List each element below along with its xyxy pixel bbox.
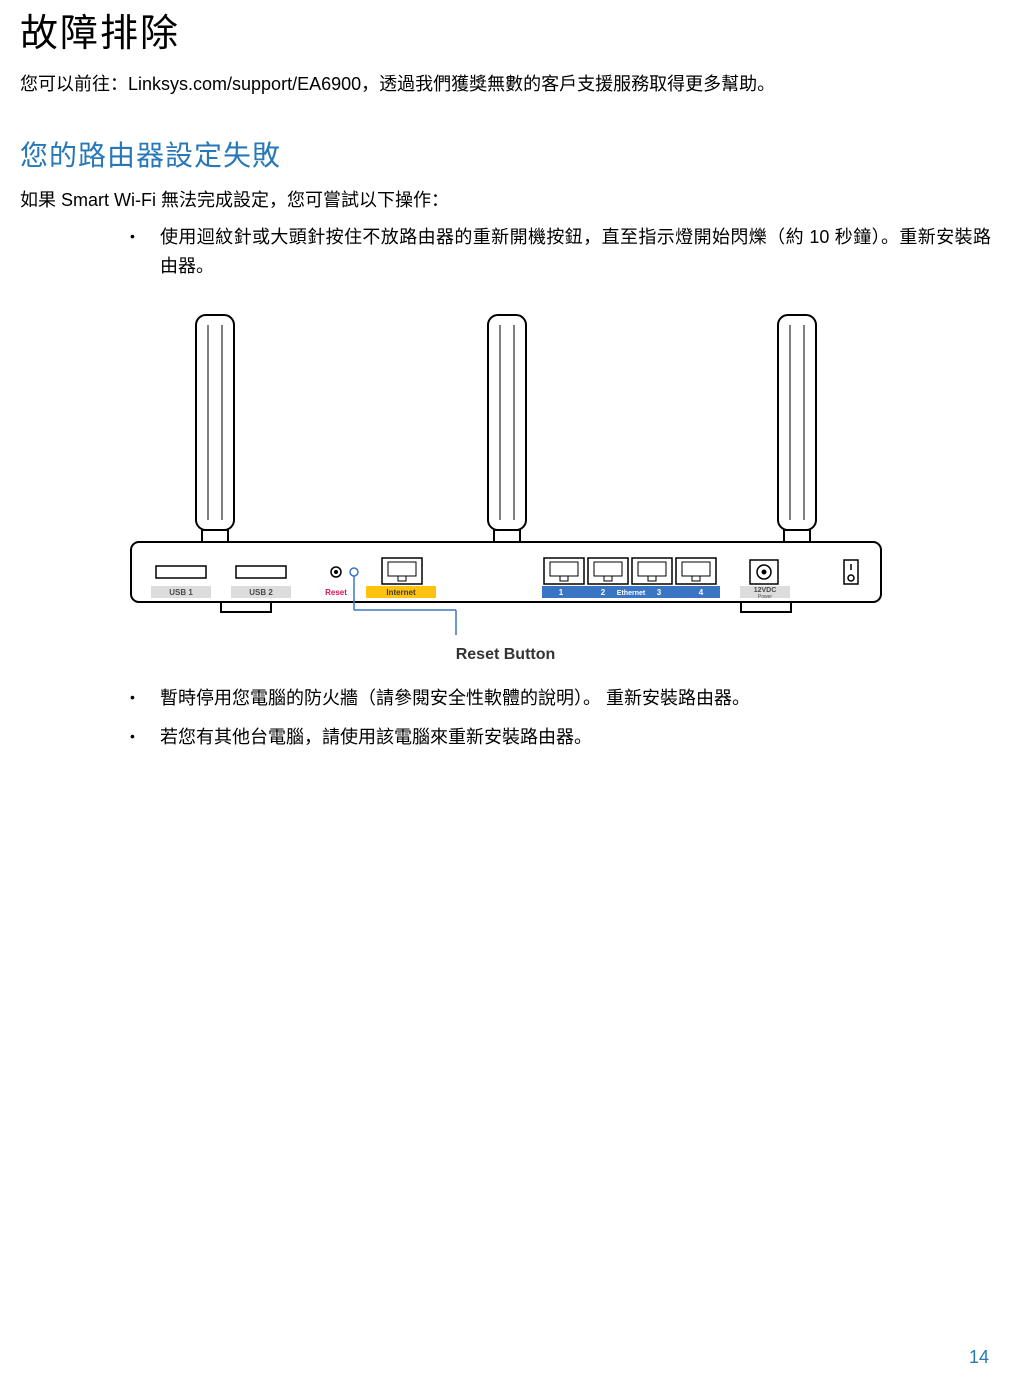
power-label: 12VDC [753,587,776,594]
section-heading: 您的路由器設定失敗 [20,134,991,174]
list-item: 使用迴紋針或大頭針按住不放路由器的重新開機按鈕，直至指示燈開始閃爍（約 10 秒… [130,223,991,281]
figure-caption: Reset Button [456,646,556,664]
page-title: 故障排除 [20,2,991,57]
list-item: 暫時停用您電腦的防火牆（請參閱安全性軟體的說明）。 重新安裝路由器。 [130,684,991,713]
power-sub-label: Power [757,594,772,600]
usb1-label: USB 1 [169,588,193,597]
section-lead: 如果 Smart Wi-Fi 無法完成設定，您可嘗試以下操作： [20,186,991,215]
bullet-list-top: 使用迴紋針或大頭針按住不放路由器的重新開機按鈕，直至指示燈開始閃爍（約 10 秒… [20,223,991,281]
list-item: 若您有其他台電腦，請使用該電腦來重新安裝路由器。 [130,723,991,752]
internet-label: Internet [386,588,416,597]
reset-label: Reset [325,588,347,597]
usb2-label: USB 2 [249,588,273,597]
eth3-label: 3 [656,588,661,597]
bullet-list-bottom: 暫時停用您電腦的防火牆（請參閱安全性軟體的說明）。 重新安裝路由器。 若您有其他… [20,684,991,752]
intro-text: 您可以前往：Linksys.com/support/EA6900，透過我們獲獎無… [20,71,991,98]
eth4-label: 4 [698,588,703,597]
page-number: 14 [969,1347,989,1368]
eth-mid-label: Ethernet [616,590,645,597]
router-illustration: USB 1 USB 2 Reset Internet 1 2 Ethernet … [126,310,886,640]
eth1-label: 1 [558,588,563,597]
router-figure: USB 1 USB 2 Reset Internet 1 2 Ethernet … [20,310,991,664]
eth2-label: 2 [600,588,605,597]
